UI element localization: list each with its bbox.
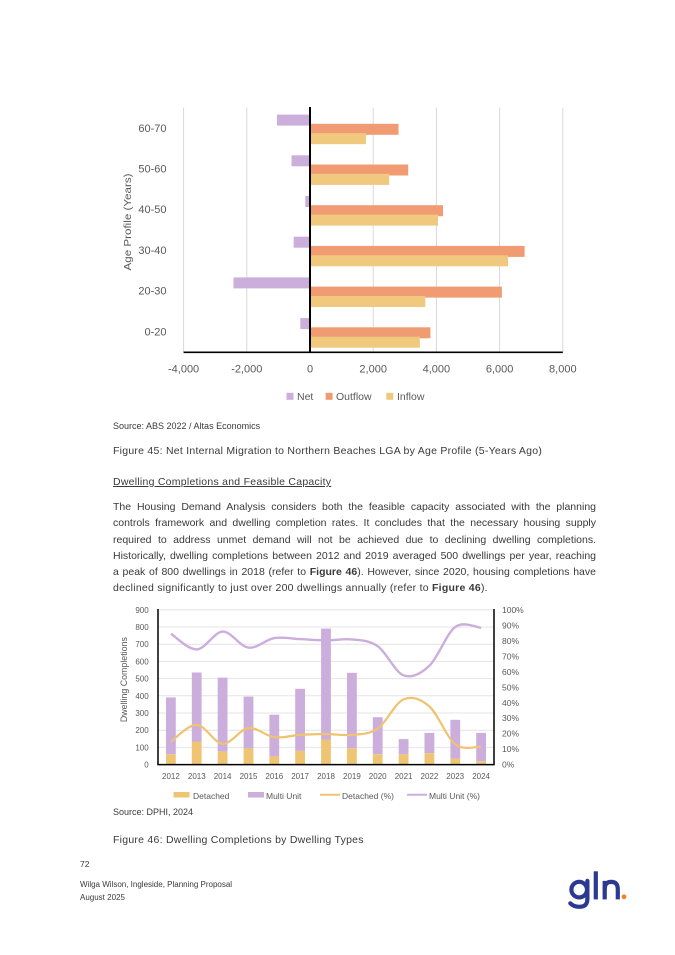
svg-text:0-20: 0-20 bbox=[144, 326, 166, 338]
svg-text:Detached (%): Detached (%) bbox=[342, 791, 394, 801]
svg-text:20-30: 20-30 bbox=[138, 286, 166, 298]
svg-text:-2,000: -2,000 bbox=[231, 364, 262, 376]
svg-text:Outflow: Outflow bbox=[336, 391, 372, 403]
svg-text:2018: 2018 bbox=[317, 772, 335, 781]
svg-text:2019: 2019 bbox=[343, 772, 361, 781]
svg-text:300: 300 bbox=[135, 709, 149, 718]
svg-text:0: 0 bbox=[307, 364, 313, 376]
svg-text:50-60: 50-60 bbox=[138, 164, 166, 176]
svg-text:90%: 90% bbox=[502, 621, 519, 631]
svg-text:2012: 2012 bbox=[162, 772, 180, 781]
svg-text:100: 100 bbox=[135, 743, 149, 752]
svg-text:0%: 0% bbox=[502, 760, 515, 770]
svg-text:6,000: 6,000 bbox=[486, 364, 514, 376]
svg-text:60-70: 60-70 bbox=[138, 123, 166, 135]
svg-text:2013: 2013 bbox=[188, 772, 206, 781]
svg-text:70%: 70% bbox=[502, 651, 519, 661]
svg-text:2023: 2023 bbox=[446, 772, 464, 781]
svg-text:2,000: 2,000 bbox=[359, 364, 387, 376]
svg-text:2017: 2017 bbox=[291, 772, 309, 781]
svg-text:40-50: 40-50 bbox=[138, 204, 166, 216]
svg-text:100%: 100% bbox=[502, 605, 524, 615]
svg-text:8,000: 8,000 bbox=[549, 364, 577, 376]
svg-text:Net: Net bbox=[297, 391, 313, 403]
svg-text:10%: 10% bbox=[502, 744, 519, 754]
svg-text:0: 0 bbox=[144, 761, 149, 770]
svg-text:-4,000: -4,000 bbox=[168, 364, 199, 376]
svg-text:400: 400 bbox=[135, 692, 149, 701]
svg-text:60%: 60% bbox=[502, 667, 519, 677]
svg-text:2021: 2021 bbox=[395, 772, 413, 781]
svg-text:20%: 20% bbox=[502, 729, 519, 739]
svg-text:30-40: 30-40 bbox=[138, 245, 166, 257]
svg-text:4,000: 4,000 bbox=[423, 364, 451, 376]
svg-text:30%: 30% bbox=[502, 713, 519, 723]
svg-text:80%: 80% bbox=[502, 636, 519, 646]
svg-text:Age Profile (Years): Age Profile (Years) bbox=[123, 174, 134, 271]
svg-text:2014: 2014 bbox=[214, 772, 232, 781]
svg-text:2015: 2015 bbox=[240, 772, 258, 781]
svg-text:Multi Unit: Multi Unit bbox=[266, 791, 302, 801]
svg-text:900: 900 bbox=[135, 606, 149, 615]
svg-text:40%: 40% bbox=[502, 698, 519, 708]
svg-text:2016: 2016 bbox=[265, 772, 283, 781]
svg-text:Dwelling Completions: Dwelling Completions bbox=[119, 637, 129, 722]
svg-text:700: 700 bbox=[135, 640, 149, 649]
svg-text:600: 600 bbox=[135, 657, 149, 666]
svg-text:2020: 2020 bbox=[369, 772, 387, 781]
svg-text:Detached: Detached bbox=[193, 791, 230, 801]
svg-text:2022: 2022 bbox=[421, 772, 439, 781]
svg-text:200: 200 bbox=[135, 726, 149, 735]
svg-text:800: 800 bbox=[135, 623, 149, 632]
svg-text:50%: 50% bbox=[502, 682, 519, 692]
svg-text:500: 500 bbox=[135, 675, 149, 684]
svg-text:Multi Unit (%): Multi Unit (%) bbox=[429, 791, 480, 801]
svg-text:2024: 2024 bbox=[472, 772, 490, 781]
svg-text:Inflow: Inflow bbox=[397, 391, 425, 403]
